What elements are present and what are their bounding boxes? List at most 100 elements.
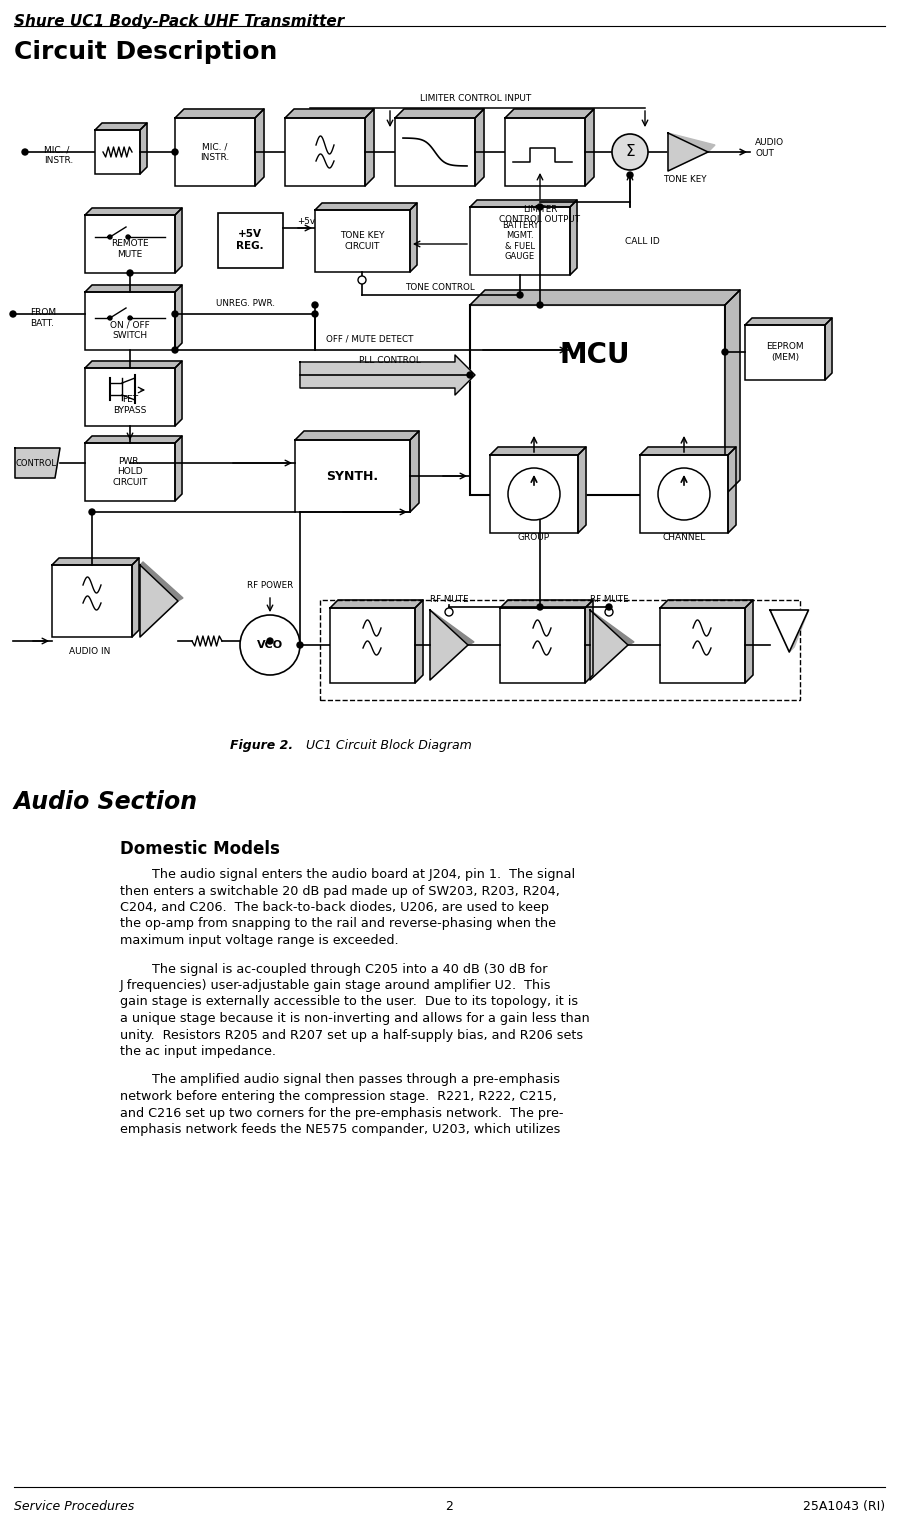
Circle shape <box>126 235 130 240</box>
Bar <box>330 608 415 684</box>
Polygon shape <box>745 318 832 324</box>
Polygon shape <box>132 558 139 637</box>
Text: then enters a switchable 20 dB pad made up of SW203, R203, R204,: then enters a switchable 20 dB pad made … <box>120 884 560 897</box>
Polygon shape <box>175 285 182 350</box>
Text: UNREG. PWR.: UNREG. PWR. <box>216 299 274 308</box>
Circle shape <box>627 171 633 177</box>
Text: RF POWER: RF POWER <box>247 581 293 590</box>
Polygon shape <box>85 361 182 368</box>
Polygon shape <box>725 290 740 496</box>
Circle shape <box>605 608 613 615</box>
Text: The signal is ac-coupled through C205 into a 40 dB (30 dB for: The signal is ac-coupled through C205 in… <box>120 963 547 975</box>
Circle shape <box>89 509 95 515</box>
Text: BATTERY
MGMT.
& FUEL
GAUGE: BATTERY MGMT. & FUEL GAUGE <box>502 221 539 261</box>
Polygon shape <box>140 565 178 637</box>
Polygon shape <box>415 600 423 684</box>
Polygon shape <box>395 109 484 118</box>
Text: LIMITER CONTROL INPUT: LIMITER CONTROL INPUT <box>421 94 531 103</box>
Bar <box>52 565 132 637</box>
Polygon shape <box>660 600 753 608</box>
Polygon shape <box>728 447 736 534</box>
Text: Σ: Σ <box>625 144 635 159</box>
Polygon shape <box>475 109 484 186</box>
Circle shape <box>127 270 133 276</box>
Text: Shure UC1 Body-Pack UHF Transmitter: Shure UC1 Body-Pack UHF Transmitter <box>14 14 344 29</box>
Circle shape <box>612 133 648 170</box>
Text: Service Procedures: Service Procedures <box>14 1499 134 1513</box>
Text: MCU: MCU <box>560 341 630 368</box>
Bar <box>505 118 585 186</box>
Bar <box>295 440 410 512</box>
Circle shape <box>172 149 178 155</box>
Bar <box>490 455 578 534</box>
Text: C204, and C206.  The back-to-back diodes, U206, are used to keep: C204, and C206. The back-to-back diodes,… <box>120 901 549 914</box>
Text: a unique stage because it is non-inverting and allows for a gain less than: a unique stage because it is non-inverti… <box>120 1013 590 1025</box>
Text: RF MUTE: RF MUTE <box>590 596 628 605</box>
Text: The amplified audio signal then passes through a pre-emphasis: The amplified audio signal then passes t… <box>120 1073 560 1087</box>
Text: ON / OFF
SWITCH: ON / OFF SWITCH <box>110 320 150 340</box>
Polygon shape <box>578 447 586 534</box>
Text: REMOTE
MUTE: REMOTE MUTE <box>111 240 149 259</box>
Circle shape <box>722 349 728 355</box>
Bar <box>470 208 570 274</box>
Circle shape <box>537 205 543 211</box>
Circle shape <box>108 315 112 320</box>
Bar <box>470 305 725 496</box>
Text: gain stage is externally accessible to the user.  Due to its topology, it is: gain stage is externally accessible to t… <box>120 996 578 1008</box>
Polygon shape <box>315 203 417 211</box>
Bar <box>315 211 410 271</box>
Polygon shape <box>570 200 577 274</box>
Circle shape <box>467 371 473 377</box>
Polygon shape <box>500 600 593 608</box>
Bar <box>218 214 283 268</box>
Polygon shape <box>470 290 740 305</box>
Circle shape <box>517 293 523 299</box>
Polygon shape <box>789 609 808 652</box>
Circle shape <box>537 302 543 308</box>
Circle shape <box>108 235 112 240</box>
Polygon shape <box>85 437 182 443</box>
Text: VCO: VCO <box>257 640 283 650</box>
Polygon shape <box>490 447 586 455</box>
Polygon shape <box>410 431 419 512</box>
Text: TONE CONTROL: TONE CONTROL <box>405 283 475 293</box>
Text: AUDIO
OUT: AUDIO OUT <box>755 138 784 158</box>
Polygon shape <box>300 355 475 396</box>
Text: CONTROL: CONTROL <box>15 458 57 467</box>
Circle shape <box>172 311 178 317</box>
Text: FET
BYPASS: FET BYPASS <box>113 396 147 415</box>
Text: MIC. /
INSTR.: MIC. / INSTR. <box>200 143 229 162</box>
Text: Audio Section: Audio Section <box>14 790 198 814</box>
Text: +5v: +5v <box>297 217 315 226</box>
Bar <box>85 215 175 273</box>
Polygon shape <box>585 600 593 684</box>
Text: MIC. /
INSTR.: MIC. / INSTR. <box>44 146 73 165</box>
Text: the op-amp from snapping to the rail and reverse-phasing when the: the op-amp from snapping to the rail and… <box>120 917 556 931</box>
Bar <box>85 368 175 426</box>
Text: 2: 2 <box>445 1499 453 1513</box>
Polygon shape <box>470 200 577 208</box>
Text: TONE KEY
CIRCUIT: TONE KEY CIRCUIT <box>340 232 384 250</box>
Text: and C216 set up two corners for the pre-emphasis network.  The pre-: and C216 set up two corners for the pre-… <box>120 1107 564 1119</box>
Polygon shape <box>175 109 264 118</box>
Text: unity.  Resistors R205 and R207 set up a half-supply bias, and R206 sets: unity. Resistors R205 and R207 set up a … <box>120 1028 583 1041</box>
Circle shape <box>312 302 318 308</box>
Bar <box>660 608 745 684</box>
Text: J frequencies) user-adjustable gain stage around amplifier U2.  This: J frequencies) user-adjustable gain stag… <box>120 979 551 991</box>
Text: The audio signal enters the audio board at J204, pin 1.  The signal: The audio signal enters the audio board … <box>120 869 575 881</box>
Polygon shape <box>295 431 419 440</box>
Text: maximum input voltage range is exceeded.: maximum input voltage range is exceeded. <box>120 934 398 948</box>
Text: CALL ID: CALL ID <box>625 236 660 246</box>
Text: RF MUTE: RF MUTE <box>430 596 468 605</box>
Text: PLL CONTROL: PLL CONTROL <box>359 356 421 365</box>
Text: Circuit Description: Circuit Description <box>14 39 278 64</box>
Polygon shape <box>825 318 832 381</box>
Bar <box>500 608 585 684</box>
Polygon shape <box>285 109 374 118</box>
Polygon shape <box>770 609 808 652</box>
Polygon shape <box>140 562 183 600</box>
Polygon shape <box>505 109 594 118</box>
Text: EEPROM
(MEM): EEPROM (MEM) <box>766 343 804 362</box>
Text: UC1 Circuit Block Diagram: UC1 Circuit Block Diagram <box>294 738 472 752</box>
Circle shape <box>606 603 612 609</box>
